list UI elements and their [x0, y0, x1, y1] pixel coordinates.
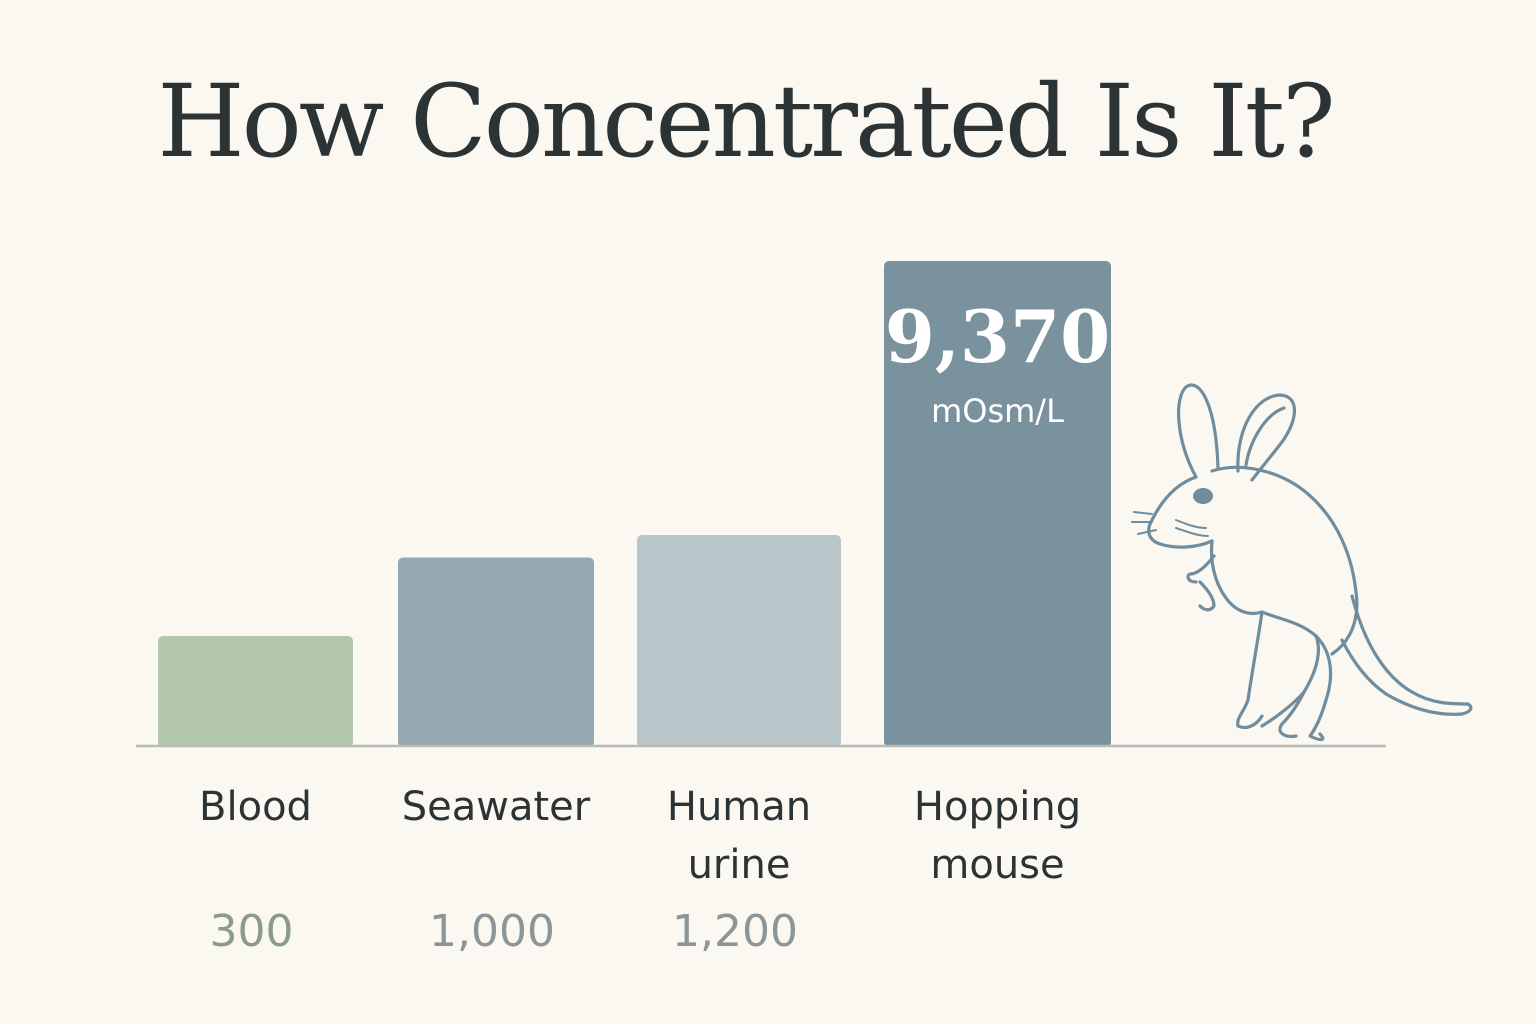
bar-seawater: [398, 557, 594, 747]
unit-label: mOsm/L: [931, 392, 1064, 430]
bar-human-urine: [637, 535, 841, 747]
value-label-human-urine: 1,200: [672, 906, 798, 957]
category-label-human-urine: Human urine: [667, 784, 811, 888]
chart-title: How Concentrated Is It?: [157, 63, 1335, 180]
value-label-seawater: 1,000: [429, 906, 555, 957]
category-label-line: Seawater: [402, 784, 591, 830]
value-label-group: 300 1,000 1,200 9,370 mOsm/L: [210, 294, 1111, 957]
category-label-line: mouse: [930, 842, 1064, 888]
category-label-seawater: Seawater: [402, 784, 591, 830]
category-label-group: Blood Seawater Human urine Hopping mouse: [199, 784, 1081, 888]
jerboa-icon: [1131, 383, 1473, 742]
bar-blood: [158, 636, 353, 747]
bar-group: [158, 261, 1111, 747]
value-label-hopping-mouse: 9,370: [885, 294, 1110, 379]
value-label-blood: 300: [210, 906, 294, 957]
category-label-blood: Blood: [199, 784, 312, 830]
bar-hopping-mouse: [884, 261, 1111, 747]
category-label-line: urine: [688, 842, 791, 888]
category-label-line: Hopping: [914, 784, 1081, 830]
category-label-line: Blood: [199, 784, 312, 830]
category-label-hopping-mouse: Hopping mouse: [914, 784, 1081, 888]
category-label-line: Human: [667, 784, 811, 830]
jerboa-eye-icon: [1193, 488, 1213, 504]
